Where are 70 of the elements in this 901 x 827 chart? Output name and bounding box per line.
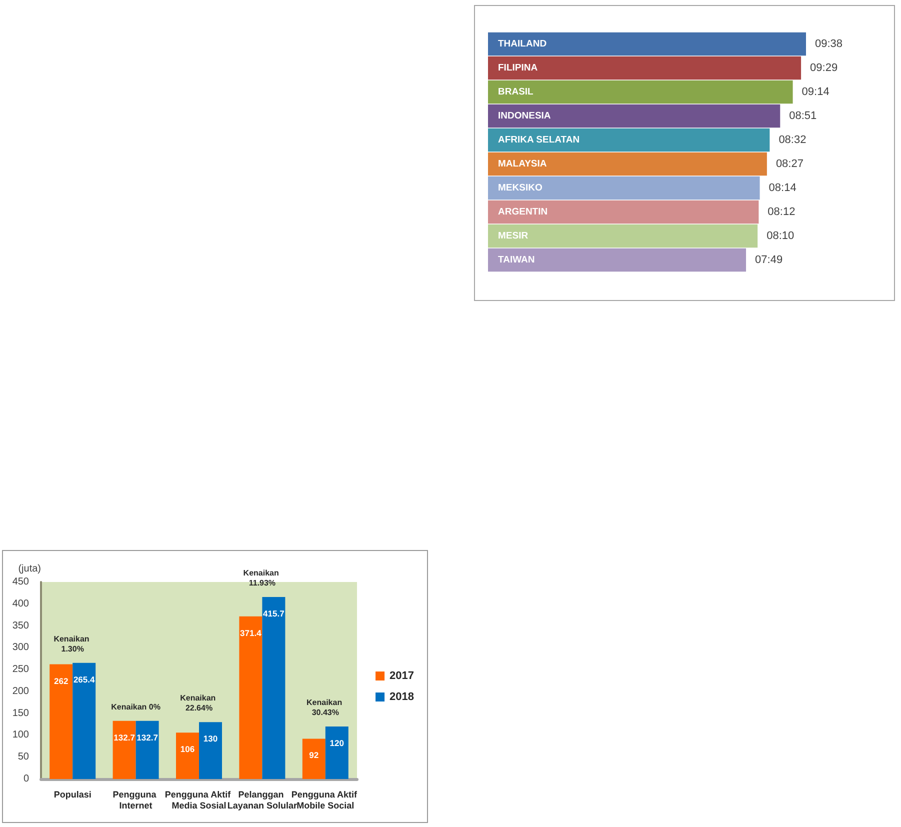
- bar: [50, 664, 73, 779]
- y-tick-label: FILIPINA: [498, 62, 538, 74]
- data-label: 09:14: [802, 86, 830, 98]
- y-tick-label: INDONESIA: [498, 110, 551, 122]
- y-tick-label: 300: [12, 642, 30, 654]
- y-tick-label: MEKSIKO: [498, 182, 542, 194]
- data-label: 92: [309, 750, 319, 760]
- bar: [136, 720, 159, 779]
- y-tick-label: TAIWAN: [498, 254, 535, 266]
- bar: [262, 597, 286, 779]
- data-label: 08:51: [789, 110, 817, 122]
- y-tick-label: AFRIKA SELATAN: [498, 134, 580, 146]
- y-tick-label: 250: [12, 664, 30, 676]
- y-tick-label: MALAYSIA: [498, 158, 547, 170]
- data-label: 08:14: [768, 182, 796, 194]
- bar: [488, 128, 770, 152]
- y-tick-label: BRASIL: [498, 86, 534, 98]
- y-tick-label: THAILAND: [498, 38, 547, 50]
- bar: [488, 80, 793, 104]
- y-tick-label: MESIR: [498, 230, 528, 242]
- x-tick-label: Populasi: [54, 790, 92, 800]
- x-tick-label: Pengguna Internet: [112, 790, 159, 810]
- y-tick-label: ARGENTIN: [498, 206, 548, 218]
- y-axis-title: (juta): [18, 564, 41, 574]
- annotation: Kenaikan 30.43%: [306, 698, 344, 717]
- annotation: Kenaikan 1.30%: [54, 634, 92, 654]
- data-label: 08:10: [766, 230, 794, 242]
- bar: [488, 32, 806, 56]
- data-label: 07:49: [755, 254, 783, 266]
- data-label: 08:12: [768, 206, 796, 218]
- y-tick-label: 350: [12, 620, 30, 632]
- bar: [488, 176, 760, 200]
- y-tick-label: 50: [18, 752, 30, 763]
- legend-label: 2017: [390, 670, 414, 682]
- y-tick-label: 450: [12, 576, 30, 588]
- annotation: Kenaikan 11.93%: [243, 568, 282, 588]
- annotation: Kenaikan 22.64%: [180, 694, 218, 713]
- bar: [239, 616, 262, 779]
- bar: [199, 722, 222, 779]
- bar: [176, 732, 199, 779]
- data-label: 265.4: [73, 674, 96, 684]
- data-label: 371.4: [240, 628, 262, 638]
- y-tick-label: 150: [12, 708, 30, 719]
- bar: [488, 152, 767, 176]
- data-label: 106: [180, 744, 195, 754]
- data-label: 132.7: [136, 732, 158, 742]
- data-label: 415.7: [263, 608, 285, 619]
- bar: [112, 720, 136, 779]
- data-label: 08:27: [776, 158, 804, 170]
- data-label: 08:32: [778, 134, 806, 146]
- bar: [325, 726, 348, 779]
- bar: [302, 738, 326, 779]
- legend-label: 2018: [390, 691, 414, 703]
- data-label: 132.7: [114, 732, 136, 742]
- y-tick-label: 0: [23, 774, 30, 784]
- annotation: Kenaikan 0%: [111, 702, 160, 712]
- data-label: 262: [54, 676, 68, 686]
- bar: [488, 200, 759, 224]
- bar: [72, 662, 96, 779]
- bar: [488, 104, 780, 128]
- y-tick-label: 400: [12, 598, 30, 610]
- bar: [488, 248, 746, 272]
- data-label: 120: [330, 738, 344, 748]
- data-label: 09:29: [810, 62, 838, 74]
- data-label: 09:38: [815, 38, 843, 50]
- bar: [488, 56, 802, 80]
- data-label: 130: [203, 734, 218, 744]
- y-tick-label: 200: [12, 686, 30, 697]
- y-tick-label: 100: [12, 730, 30, 741]
- bar: [488, 224, 758, 248]
